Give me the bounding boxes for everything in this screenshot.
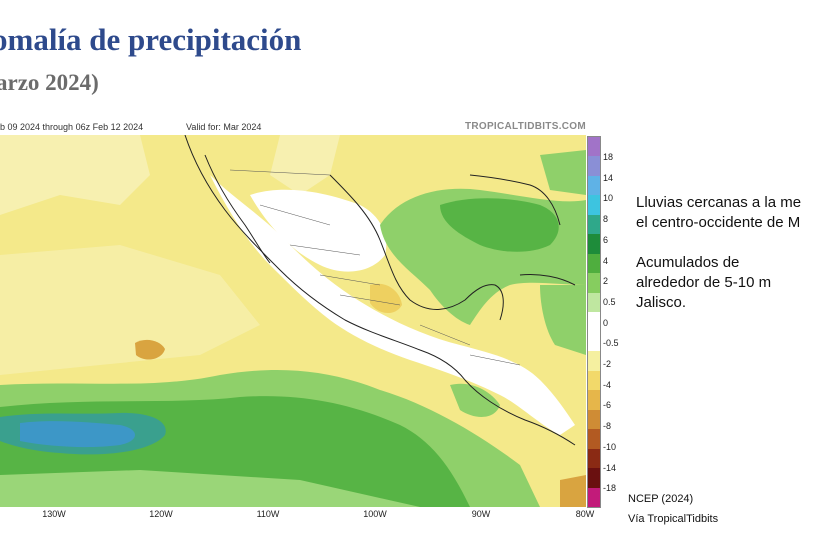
orange-spot-southeast (560, 475, 586, 507)
side-text-line: Lluvias cercanas a la me (636, 194, 802, 211)
colorbar-segment (588, 156, 600, 177)
side-text-line: Jalisco. (636, 294, 687, 311)
colorbar-tick-label: -14 (603, 462, 617, 473)
green-band-south (0, 470, 420, 507)
map-header: b 09 2024 through 06z Feb 12 2024 Valid … (0, 121, 590, 135)
colorbar (587, 136, 601, 508)
colorbar-segment (588, 370, 600, 391)
green-area-central-america (450, 383, 500, 417)
colorbar-segment (588, 351, 600, 372)
pacific-coastline (184, 135, 576, 446)
mexico-north-neutral (250, 189, 387, 272)
pale-area-north (270, 135, 340, 195)
colorbar-tick-label: -2 (603, 359, 612, 369)
side-text-line: Acumulados de (636, 254, 740, 271)
colorbar-tick-label: 0 (603, 317, 609, 328)
colorbar-tick-label: -6 (603, 400, 612, 411)
colorbar-tick-label: 2 (603, 276, 609, 287)
colorbar-tick-label: -0.5 (603, 338, 619, 349)
colorbar-segment (588, 312, 600, 333)
mexico-neutral-area (210, 175, 575, 435)
colorbar-tick-label: -18 (603, 483, 617, 494)
colorbar-segment (588, 253, 600, 274)
map-brand: TROPICALTIDBITS.COM (464, 121, 586, 132)
longitude-axis: 130W 120W 110W 100W 90W 80W (0, 509, 600, 523)
colorbar-segment (588, 234, 600, 255)
map-valid-text: Valid for: Mar 2024 (186, 122, 262, 132)
pale-area-pacific (0, 245, 260, 375)
colorbar-segment (588, 331, 600, 352)
colorbar-tick-label: 0.5 (603, 296, 616, 307)
state-borders (229, 169, 521, 366)
map-canvas (0, 135, 586, 507)
side-description: Lluvias cercanas a la me el centro-occid… (636, 193, 840, 333)
colorbar-segment (588, 429, 600, 450)
blue-area (20, 421, 135, 448)
slide-title: omalía de precipitación (0, 22, 302, 57)
colorbar-segment (588, 487, 600, 508)
orange-spot-pacific (135, 339, 165, 360)
precipitation-anomaly-map (0, 135, 586, 507)
lon-label: 80W (575, 509, 595, 519)
colorbar-segment (588, 468, 600, 489)
green-area-caribbean (540, 285, 586, 355)
us-gulf-coast (469, 174, 561, 226)
baja-california-coast (204, 154, 271, 264)
colorbar-tick-label: 8 (603, 214, 609, 225)
map-run-text: b 09 2024 through 06z Feb 12 2024 (0, 122, 144, 132)
colorbar-segment (588, 195, 600, 216)
colorbar-segment (588, 137, 600, 157)
colorbar-segment (588, 409, 600, 430)
lon-label: 120W (149, 509, 173, 519)
colorbar-segment (588, 273, 600, 294)
colorbar-segment (588, 390, 600, 411)
colorbar-segment (588, 448, 600, 469)
source-line: Vía TropicalTidbits (628, 513, 719, 525)
colorbar-tick-label: 18 (603, 152, 614, 162)
green-area-gulf-core (440, 198, 559, 252)
colorbar-segment (588, 292, 600, 313)
colorbar-segment (588, 175, 600, 196)
colorbar-tick-label: 10 (603, 193, 614, 204)
colorbar-tick-label: -4 (603, 379, 612, 390)
colorbar-tick-label: -10 (603, 441, 617, 452)
colorbar-tick-label: -8 (603, 421, 612, 432)
source-line: NCEP (2024) (628, 493, 694, 505)
side-text-line: el centro-occidente de M (636, 214, 801, 231)
gulf-coastline (329, 174, 504, 321)
colorbar-tick-label: 14 (603, 172, 614, 183)
pale-area-nw (0, 135, 150, 215)
side-text-line: alrededor de 5-10 m (636, 274, 772, 291)
cuba-coast (519, 274, 576, 286)
colorbar-tick-label: 4 (603, 255, 609, 266)
colorbar-tick-label: 6 (603, 234, 609, 245)
lon-label: 100W (363, 509, 387, 519)
lon-label: 130W (42, 509, 66, 519)
source-credit: NCEP (2024) Vía TropicalTidbits (628, 489, 718, 529)
yellow-spot-jalisco (370, 283, 402, 314)
lon-label: 90W (471, 509, 491, 519)
lon-label: 110W (256, 509, 280, 519)
slide-subtitle: arzo 2024) (0, 70, 99, 95)
green-area-florida (540, 150, 586, 195)
colorbar-segment (588, 214, 600, 235)
